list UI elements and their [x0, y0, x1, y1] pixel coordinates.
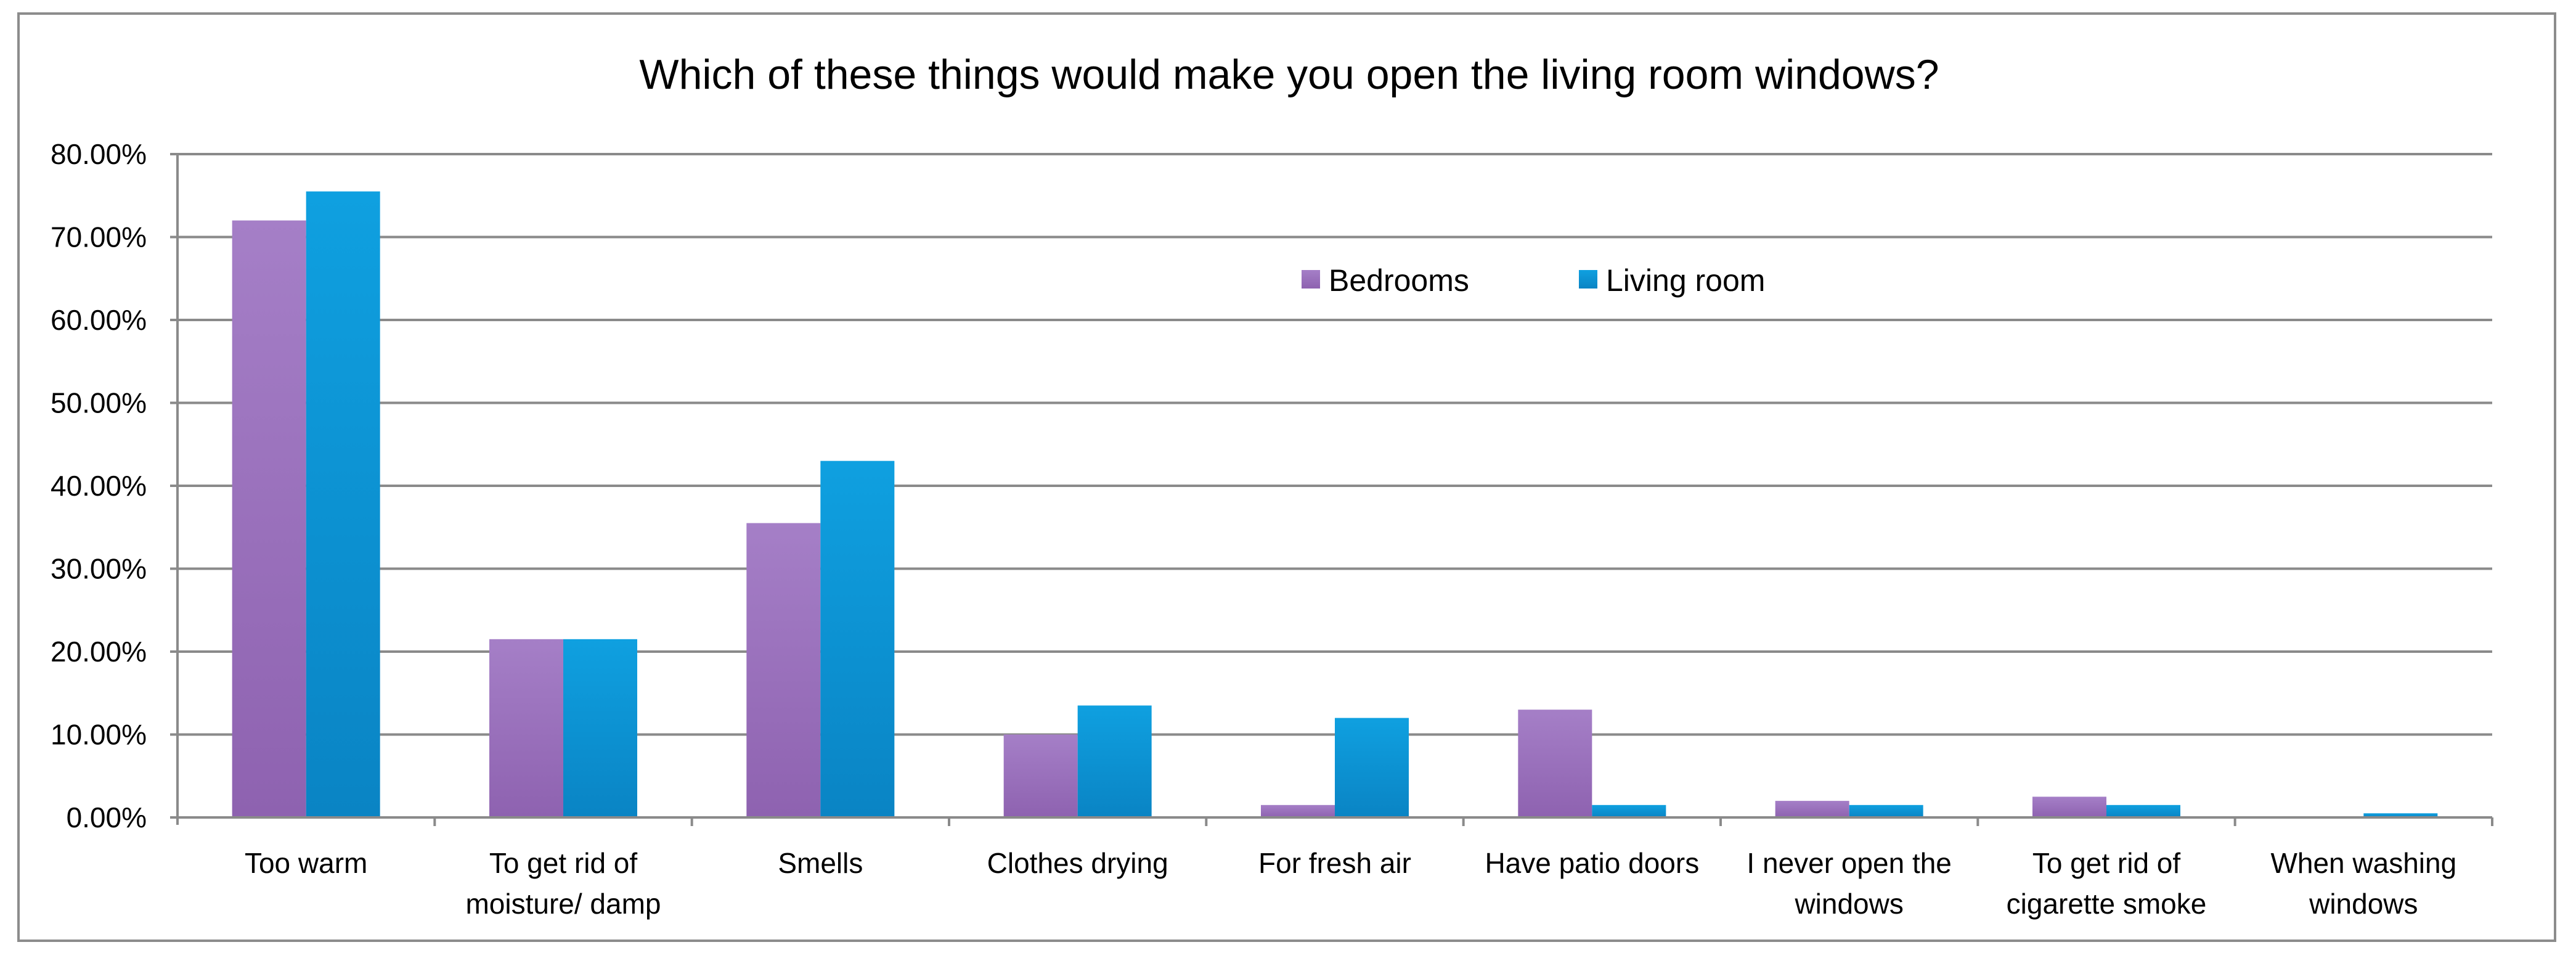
x-category-label: Smells — [778, 847, 863, 879]
y-tick-label: 60.00% — [51, 304, 147, 336]
axes — [170, 153, 2493, 826]
legend-swatch — [1579, 270, 1597, 289]
bar-living-room — [1849, 804, 1923, 817]
bar-bedrooms — [1003, 734, 1078, 817]
legend-label: Living room — [1606, 263, 1765, 298]
x-category-label: When washing windows — [2270, 847, 2456, 920]
bar-living-room — [306, 191, 380, 817]
y-tick-label: 70.00% — [51, 221, 147, 253]
y-tick-labels: 0.00% 10.00% 20.00% 30.00% 40.00% 50.00% 60.00… — [51, 138, 147, 833]
legend-swatch — [1302, 270, 1320, 289]
chart-frame: Which of these things would make you ope… — [17, 12, 2556, 942]
bar-living-room — [1077, 705, 1152, 817]
y-tick-label: 30.00% — [51, 553, 147, 585]
y-tick-label: 80.00% — [51, 138, 147, 170]
bar-bedrooms — [746, 523, 821, 817]
bars — [232, 191, 2438, 818]
x-category-label: Clothes drying — [987, 847, 1168, 879]
legend: Bedrooms Living room — [1302, 263, 1765, 298]
chart-title: Which of these things would make you ope… — [639, 51, 1939, 98]
bar-living-room — [820, 461, 895, 817]
bar-living-room — [1335, 718, 1409, 817]
bar-living-room — [2363, 813, 2438, 817]
bar-bedrooms — [1261, 804, 1335, 817]
x-category-label: For fresh air — [1258, 847, 1411, 879]
x-category-label: I never open the windows — [1747, 847, 1951, 920]
bar-bedrooms — [232, 220, 306, 818]
y-tick-label: 20.00% — [51, 636, 147, 668]
bar-bedrooms — [489, 639, 563, 817]
category-labels: Too warm To get rid of moisture/ damp Smell… — [245, 847, 2456, 920]
bar-living-room — [563, 639, 637, 817]
bar-bedrooms — [1775, 801, 1849, 817]
bar-living-room — [1592, 804, 1666, 817]
x-category-label: To get rid of cigarette smoke — [2007, 847, 2207, 920]
x-category-label: To get rid of moisture/ damp — [465, 847, 661, 920]
bar-bedrooms — [1518, 710, 1592, 817]
y-tick-label: 40.00% — [51, 470, 147, 502]
x-category-label: Too warm — [245, 847, 367, 879]
bar-living-room — [2106, 804, 2180, 817]
x-category-label: Have patio doors — [1485, 847, 1699, 879]
y-tick-label: 50.00% — [51, 387, 147, 419]
chart-svg: Which of these things would make you ope… — [51, 51, 2493, 920]
bar-bedrooms — [2032, 796, 2106, 817]
y-tick-label: 0.00% — [67, 801, 147, 833]
legend-label: Bedrooms — [1329, 263, 1469, 298]
y-tick-label: 10.00% — [51, 719, 147, 751]
